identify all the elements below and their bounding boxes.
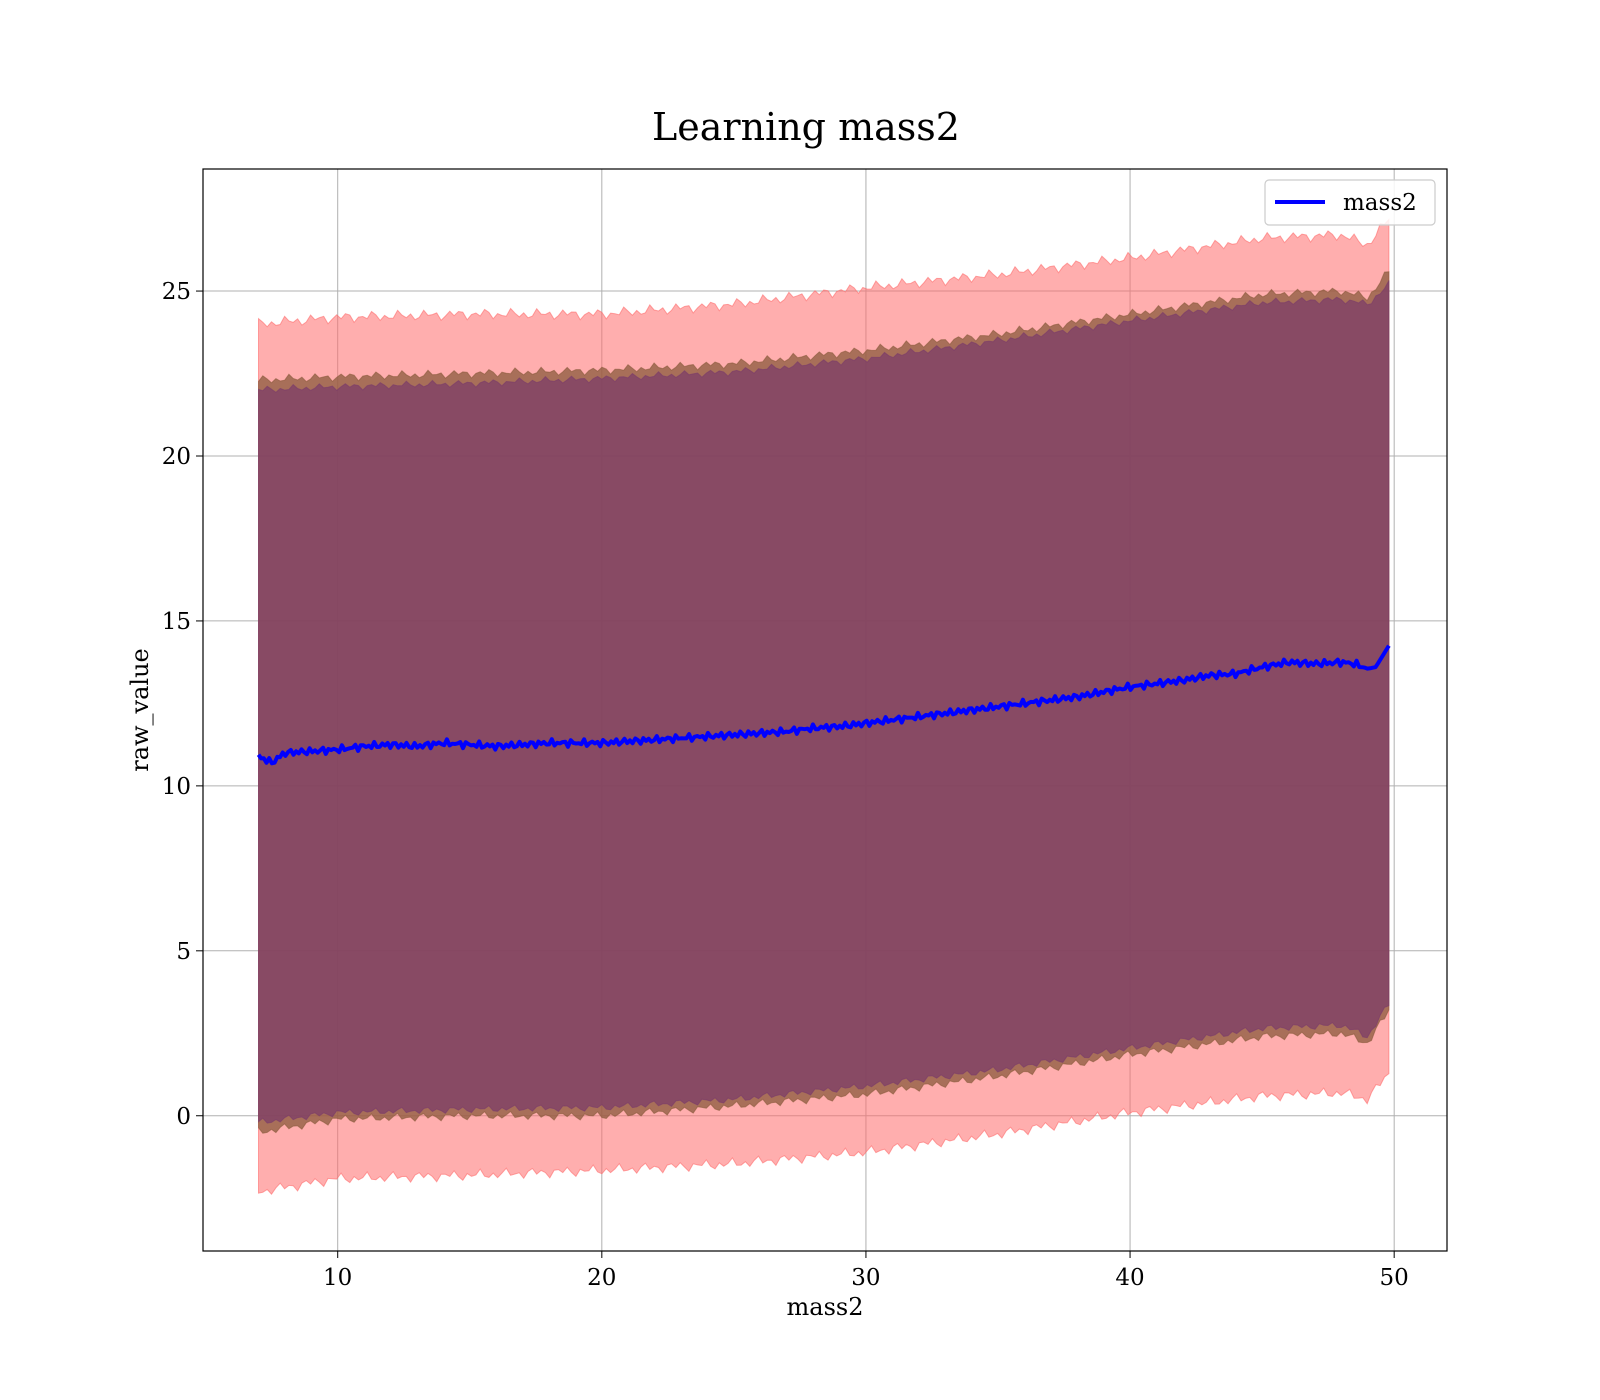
x-tick-label: 50 [1380,1265,1409,1291]
legend-box [1264,179,1436,226]
y-tick-label: 15 [162,609,191,635]
plot-frame [202,168,1448,1252]
axis-ticks: 10 20 30 40 50 0 5 10 15 20 25 [162,279,1409,1291]
y-axis-label: raw_value [126,648,154,772]
chart-title: Learning mass2 [652,105,960,149]
x-axis-label: mass2 [787,1293,864,1321]
y-tick-label: 20 [162,444,191,470]
series-line-mass2 [256,644,1391,766]
x-tick-label: 40 [1115,1265,1144,1291]
x-tick-label: 10 [323,1265,352,1291]
y-tick-label: 25 [162,279,191,305]
y-tick-label: 10 [162,774,191,800]
confidence-bands [258,218,1390,1196]
y-tick-label: 5 [176,939,191,965]
y-tick-label: 0 [176,1104,191,1130]
band-inner [258,280,1390,1124]
x-tick-label: 20 [587,1265,616,1291]
series-lines [256,644,1391,766]
legend: mass2 [1264,179,1436,226]
x-tick-label: 30 [851,1265,880,1291]
legend-label-mass2: mass2 [1343,190,1417,216]
